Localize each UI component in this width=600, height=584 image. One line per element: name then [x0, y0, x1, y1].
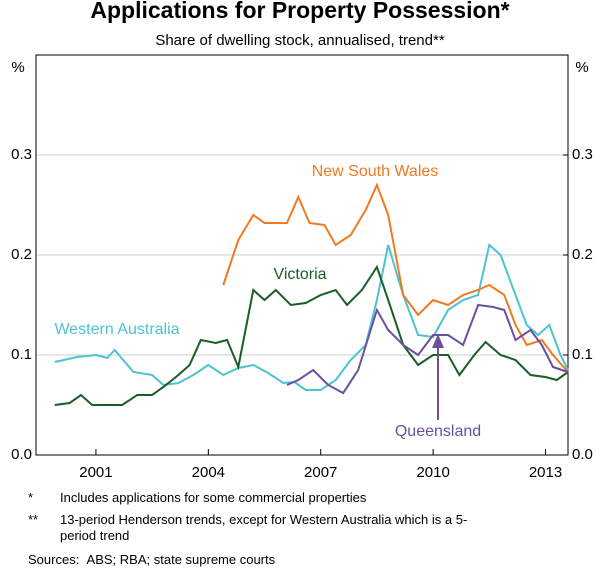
note-marker: *: [28, 490, 34, 505]
chart-subtitle: Share of dwelling stock, annualised, tre…: [155, 32, 445, 49]
note: ** 13-period Henderson trends, except for…: [28, 512, 600, 544]
series-label: Victoria: [273, 266, 326, 283]
y-tick-label: 0.0: [11, 446, 32, 463]
y2-tick-label: 0.0: [572, 446, 593, 463]
y2-tick-label: 0.3: [572, 146, 593, 163]
note-text: Includes applications for some commercia…: [60, 490, 367, 505]
sources-label: Sources:: [28, 552, 80, 567]
x-tick-label: 2010: [416, 464, 449, 481]
y-tick-label: 0.1: [11, 346, 32, 363]
y-axis-label: %: [11, 59, 24, 76]
series-line: [222, 182, 569, 373]
plot-frame: [35, 54, 569, 456]
note: * Includes applications for some commerci…: [28, 490, 600, 506]
sources: Sources: ABS; RBA; state supreme courts: [28, 552, 600, 567]
sources-text: ABS; RBA; state supreme courts: [86, 552, 276, 567]
y2-tick-label: 0.2: [572, 246, 593, 263]
y2-tick-label: 0.1: [572, 346, 593, 363]
series-line: [54, 264, 569, 406]
series-line: [286, 303, 569, 395]
chart: Applications for Property Possession* Sh…: [11, 0, 593, 481]
note-marker: **: [28, 512, 39, 527]
annotation-arrowhead: [432, 334, 444, 348]
series-label: New South Wales: [312, 163, 439, 180]
y-tick-label: 0.3: [11, 146, 32, 163]
x-tick-label: 2013: [529, 464, 562, 481]
series-label: Western Australia: [54, 321, 179, 338]
x-tick-label: 2007: [304, 464, 337, 481]
y-tick-label: 0.2: [11, 246, 32, 263]
note-text: 13-period Henderson trends, except for W…: [60, 512, 468, 543]
series-label: Queensland: [395, 423, 481, 440]
x-tick-label: 2001: [79, 464, 112, 481]
chart-title: Applications for Property Possession*: [90, 0, 509, 23]
footnotes: * Includes applications for some commerci…: [0, 490, 600, 567]
y2-axis-label: %: [575, 59, 588, 76]
x-tick-label: 2004: [192, 464, 225, 481]
